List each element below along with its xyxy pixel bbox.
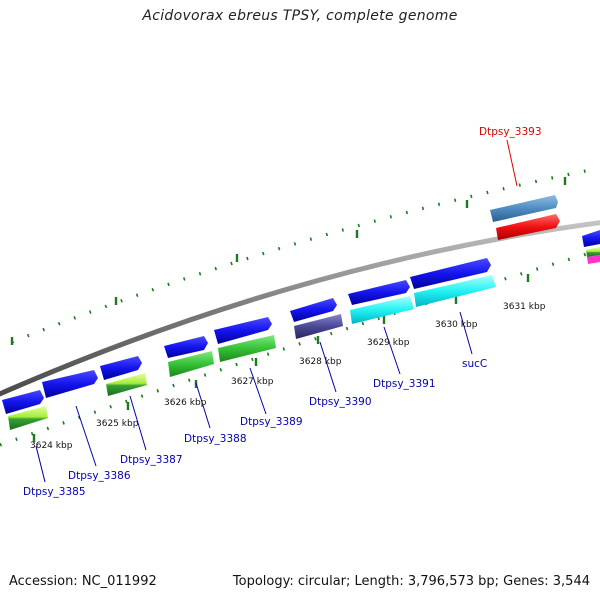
gene-label-dtpsy-3390[interactable]: Dtpsy_3390	[309, 396, 372, 408]
gene-feature[interactable]	[348, 280, 410, 305]
gene-feature[interactable]	[587, 255, 600, 264]
callout-line	[249, 367, 267, 415]
gene-feature[interactable]	[218, 335, 276, 362]
kbp-label: 3630 kbp	[435, 320, 478, 330]
gene-feature[interactable]	[164, 336, 208, 358]
gene-feature[interactable]	[214, 317, 272, 344]
kbp-labels: 3624 kbp 3625 kbp 3626 kbp 3627 kbp 3628…	[30, 302, 546, 451]
gene-feature[interactable]	[496, 214, 560, 240]
gene-feature[interactable]	[350, 296, 414, 324]
callout-line	[195, 382, 211, 429]
gene-label-succ[interactable]: sucC	[462, 358, 487, 370]
callout-line	[506, 139, 518, 187]
gene-feature[interactable]	[410, 258, 491, 289]
gene-label-dtpsy-3388[interactable]: Dtpsy_3388	[184, 433, 247, 445]
gene-label-dtpsy-3386[interactable]: Dtpsy_3386	[68, 470, 131, 482]
gene-feature[interactable]	[490, 195, 558, 222]
kbp-label: 3629 kbp	[367, 338, 410, 348]
major-ticks	[10, 177, 567, 442]
gene-labels: Dtpsy_3385 Dtpsy_3386 Dtpsy_3387 Dtpsy_3…	[23, 126, 542, 498]
gene-label-dtpsy-3387[interactable]: Dtpsy_3387	[120, 454, 183, 466]
gene-label-dtpsy-3393[interactable]: Dtpsy_3393	[479, 126, 542, 138]
gene-feature[interactable]	[290, 298, 337, 322]
inner-tick-ring	[0, 248, 600, 447]
gene-callouts	[35, 139, 518, 483]
callout-line	[129, 395, 147, 451]
kbp-label: 3624 kbp	[30, 441, 73, 451]
callout-line	[459, 311, 473, 355]
gene-feature[interactable]	[414, 275, 496, 307]
gene-feature[interactable]	[582, 230, 600, 247]
genome-summary-text: Topology: circular; Length: 3,796,573 bp…	[232, 574, 590, 589]
reverse-strand	[8, 214, 600, 430]
gene-feature[interactable]	[100, 356, 142, 380]
callout-line	[319, 341, 337, 393]
gene-feature[interactable]	[106, 373, 147, 396]
gene-label-dtpsy-3385[interactable]: Dtpsy_3385	[23, 486, 86, 498]
callout-line	[383, 326, 401, 375]
kbp-label: 3628 kbp	[299, 357, 342, 367]
kbp-label: 3625 kbp	[96, 419, 139, 429]
gene-label-dtpsy-3391[interactable]: Dtpsy_3391	[373, 378, 436, 390]
kbp-label: 3626 kbp	[164, 398, 207, 408]
gene-feature[interactable]	[2, 390, 44, 414]
callout-line	[75, 405, 97, 467]
kbp-label: 3631 kbp	[503, 302, 546, 312]
map-title: Acidovorax ebreus TPSY, complete genome	[142, 8, 458, 24]
gene-feature[interactable]	[42, 370, 98, 398]
kbp-label: 3627 kbp	[231, 377, 274, 387]
gene-feature[interactable]	[168, 351, 214, 377]
gene-feature[interactable]	[8, 406, 48, 430]
gene-label-dtpsy-3389[interactable]: Dtpsy_3389	[240, 416, 303, 428]
forward-strand	[2, 195, 600, 414]
accession-text: Accession: NC_011992	[9, 574, 157, 589]
gene-feature[interactable]	[294, 314, 343, 339]
callout-line	[35, 445, 46, 483]
gene-feature[interactable]	[586, 247, 600, 257]
